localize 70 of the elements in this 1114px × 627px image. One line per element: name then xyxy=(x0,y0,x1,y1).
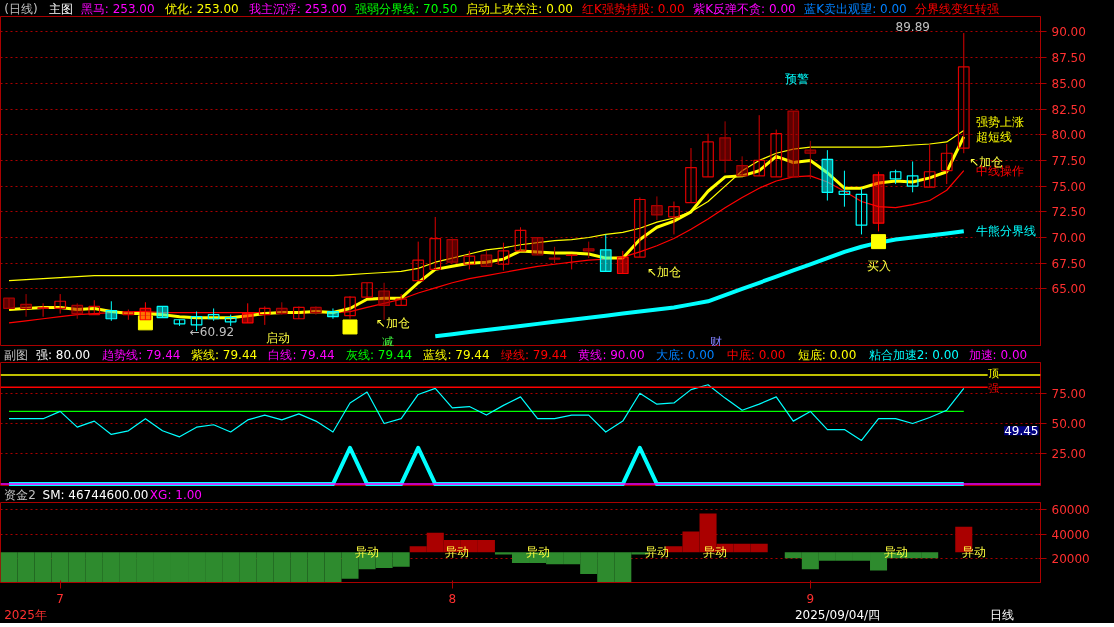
text: 强弱分界线: 70.50 xyxy=(355,1,458,16)
y-tick-label: 77.50 xyxy=(1051,153,1086,168)
text: 优化: 253.00 xyxy=(164,1,239,16)
text: 副图 xyxy=(4,347,29,362)
annotation: 异动 xyxy=(644,545,669,560)
y-tick-label: 25.00 xyxy=(1051,447,1086,462)
annotation: 买入 xyxy=(866,258,891,273)
y-tick-label: 82.50 xyxy=(1051,102,1086,117)
text: 黑马: 253.00 xyxy=(80,1,155,16)
text: 紫K反弹不贪: 0.00 xyxy=(693,1,796,16)
y-tick-label: 80.00 xyxy=(1051,128,1086,143)
text: 白线: 79.44 xyxy=(268,347,335,362)
text: 短底: 0.00 xyxy=(797,347,857,362)
text: 2025年 xyxy=(4,607,47,622)
y-tick-label: 20000 xyxy=(1051,551,1090,566)
annotation: ↖加仓 xyxy=(646,265,681,280)
x-tick-label: 8 xyxy=(448,591,457,606)
text: SM: 46744600.00 xyxy=(42,487,149,502)
annotation: 89.89 xyxy=(895,19,930,34)
text: 绿线: 79.44 xyxy=(500,347,568,362)
annotation: 异动 xyxy=(883,545,908,560)
y-tick-label: 60000 xyxy=(1051,503,1090,518)
y-tick-label: 65.00 xyxy=(1051,282,1086,297)
y-tick-label: 85.00 xyxy=(1051,76,1086,91)
text: 资金2 xyxy=(4,487,36,502)
series-label: 超短线 xyxy=(975,129,1012,144)
text: 蓝K卖出观望: 0.00 xyxy=(804,1,907,16)
series-label: 强势上涨 xyxy=(975,114,1024,129)
y-tick-label: 87.50 xyxy=(1051,51,1086,66)
y-tick-label: 70.00 xyxy=(1051,231,1086,246)
y-tick-label: 90.00 xyxy=(1051,25,1086,40)
y-tick-label: 40000 xyxy=(1051,527,1090,542)
annotation: 预警 xyxy=(784,72,809,87)
ref-line-label: 强 xyxy=(987,381,999,395)
series-label: 牛熊分界线 xyxy=(975,224,1036,239)
y-tick-label: 75.00 xyxy=(1051,386,1086,401)
text: 红K强势持股: 0.00 xyxy=(582,1,685,16)
annotation: ←60.92 xyxy=(189,324,235,339)
text: 紫线: 79.44 xyxy=(190,347,258,362)
annotation: 启动 xyxy=(266,331,291,346)
text: 启动上攻关注: 0.00 xyxy=(466,1,573,16)
text: 中底: 0.00 xyxy=(726,347,786,362)
text: 2025/09/04/四 xyxy=(794,607,881,622)
text: 强: 80.00 xyxy=(35,347,91,362)
text: 蓝线: 79.44 xyxy=(423,347,490,362)
text: 趋势线: 79.44 xyxy=(102,347,181,362)
x-tick-label: 9 xyxy=(806,591,815,606)
y-tick-label: 72.50 xyxy=(1051,205,1086,220)
annotation: 异动 xyxy=(525,545,550,560)
chart-title: (日线) xyxy=(4,1,38,16)
y-tick-label: 75.00 xyxy=(1051,179,1086,194)
annotation: 异动 xyxy=(445,545,470,560)
text: 主图 xyxy=(49,1,74,16)
text: 日线 xyxy=(990,607,1015,622)
annotation: 异动 xyxy=(355,545,380,560)
y-tick-label: 67.50 xyxy=(1051,256,1086,271)
text: 黄线: 90.00 xyxy=(578,347,645,362)
text: 灰线: 79.44 xyxy=(345,347,413,362)
x-tick-label: 7 xyxy=(56,591,64,606)
text: 大底: 0.00 xyxy=(655,347,715,362)
text: 粘合加速2: 0.00 xyxy=(868,347,959,362)
annotation: 49.45 xyxy=(1004,424,1039,439)
y-tick-label: 50.00 xyxy=(1051,417,1086,432)
text: 分界线变红转强 xyxy=(915,1,1000,16)
ref-line-label: 顶 xyxy=(987,366,999,380)
text: 我主沉浮: 253.00 xyxy=(248,1,347,16)
annotation: 异动 xyxy=(702,545,727,560)
text: XG: 1.00 xyxy=(149,487,202,502)
annotation: ↖加仓 xyxy=(375,316,410,331)
text: 加速: 0.00 xyxy=(968,347,1028,362)
